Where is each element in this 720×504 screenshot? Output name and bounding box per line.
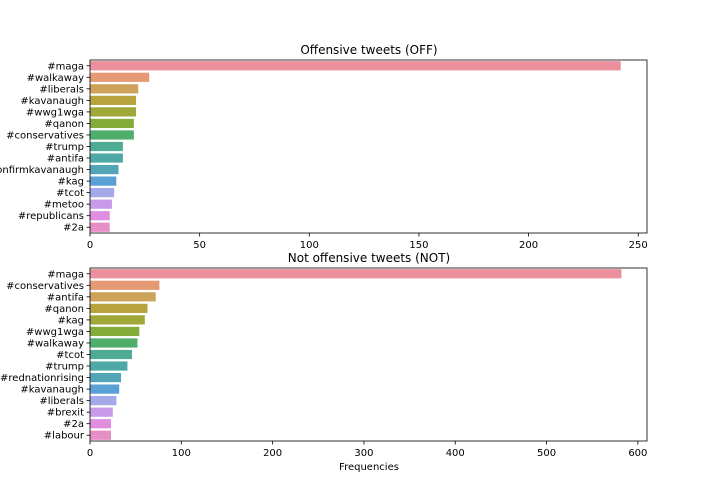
bar-tcot — [90, 349, 133, 360]
bar-confirmkavanaugh — [90, 164, 119, 175]
category-label: #conservatives — [6, 281, 84, 292]
category-label: #wwg1wga — [26, 107, 84, 118]
category-label: #conservatives — [6, 130, 84, 141]
bar-kag — [90, 315, 145, 325]
category-label: #wwg1wga — [26, 327, 84, 338]
bar-liberals — [90, 396, 117, 406]
not-offensive-axes-frame — [89, 267, 648, 442]
bar-republicans — [90, 211, 110, 221]
bar-walkaway — [90, 338, 138, 348]
category-label: #trump — [45, 142, 84, 153]
not-offensive-chart-title: Not offensive tweets (NOT) — [288, 251, 451, 265]
bar-tcot — [90, 188, 115, 198]
not-offensive-x-ticks: 0 100 200 300 400 500 600 — [87, 441, 647, 459]
x-tick-label: 600 — [628, 448, 647, 459]
bar-liberals — [90, 84, 139, 94]
bar-2a — [90, 419, 112, 429]
category-label: #brexit — [47, 408, 84, 419]
category-label: #2a — [63, 223, 84, 234]
category-label: #maga — [47, 61, 84, 72]
bar-qanon — [90, 118, 134, 129]
category-label: #antifa — [47, 154, 84, 165]
category-label: #kag — [58, 177, 84, 188]
category-label: #trump — [45, 362, 84, 373]
bar-maga — [90, 61, 621, 71]
bar-antifa — [90, 292, 156, 302]
bar-metoo — [90, 199, 112, 209]
bar-2a — [90, 222, 110, 232]
not-offensive-bars — [90, 269, 622, 440]
bar-antifa — [90, 153, 123, 163]
x-axis-label: Frequencies — [339, 462, 399, 473]
x-tick-label: 300 — [354, 448, 373, 459]
category-label: #liberals — [39, 84, 84, 95]
not-offensive-panel: Not offensive tweets (NOT) #maga#conserv… — [0, 251, 647, 473]
x-tick-label: 50 — [193, 240, 206, 251]
offensive-chart-title: Offensive tweets (OFF) — [300, 43, 437, 57]
bar-kag — [90, 176, 117, 186]
x-tick-label: 0 — [87, 240, 93, 251]
bar-brexit — [90, 407, 113, 417]
category-label: #tcot — [56, 188, 84, 199]
bar-wwg1wga — [90, 107, 137, 117]
not-offensive-category-labels: #maga#conservatives#antifa#qanon#kag#wwg… — [0, 269, 90, 442]
bar-trump — [90, 361, 128, 371]
x-tick-label: 0 — [87, 448, 93, 459]
x-tick-label: 100 — [300, 240, 319, 251]
category-label: #maga — [47, 269, 84, 280]
offensive-panel: Offensive tweets (OFF) #maga#walkaway#li… — [0, 43, 648, 251]
category-label: #liberals — [39, 396, 84, 407]
bar-kavanaugh — [90, 384, 120, 394]
category-label: #kag — [58, 315, 84, 326]
bar-conservatives — [90, 130, 134, 140]
bar-qanon — [90, 303, 148, 313]
category-label: #confirmkavanaugh — [0, 165, 84, 176]
x-tick-label: 150 — [409, 240, 428, 251]
bar-maga — [90, 269, 622, 279]
category-label: #rednationrising — [0, 373, 84, 384]
category-label: #walkaway — [27, 338, 85, 349]
bar-kavanaugh — [90, 95, 137, 105]
category-label: #kavanaugh — [20, 96, 84, 107]
category-label: #qanon — [44, 304, 84, 315]
bar-rednationrising — [90, 372, 122, 383]
category-label: #tcot — [56, 350, 84, 361]
offensive-x-ticks: 0 50 100 150 200 250 — [87, 233, 648, 251]
category-label: #walkaway — [27, 73, 85, 84]
x-tick-label: 200 — [519, 240, 538, 251]
offensive-axes-frame — [89, 59, 648, 234]
bar-labour — [90, 430, 112, 440]
bar-trump — [90, 141, 123, 152]
category-label: #labour — [44, 431, 85, 442]
x-tick-label: 200 — [263, 448, 282, 459]
category-label: #metoo — [44, 200, 84, 211]
bar-wwg1wga — [90, 326, 140, 337]
category-label: #kavanaugh — [20, 385, 84, 396]
category-label: #2a — [63, 419, 84, 430]
category-label: #antifa — [47, 292, 84, 303]
x-tick-label: 500 — [537, 448, 556, 459]
category-label: #republicans — [18, 211, 84, 222]
offensive-category-labels: #maga#walkaway#liberals#kavanaugh#wwg1wg… — [0, 61, 90, 234]
x-tick-label: 400 — [446, 448, 465, 459]
bar-conservatives — [90, 280, 160, 290]
x-tick-label: 100 — [172, 448, 191, 459]
x-tick-label: 250 — [629, 240, 648, 251]
offensive-bars — [90, 61, 621, 232]
bar-walkaway — [90, 72, 150, 82]
category-label: #qanon — [44, 119, 84, 130]
